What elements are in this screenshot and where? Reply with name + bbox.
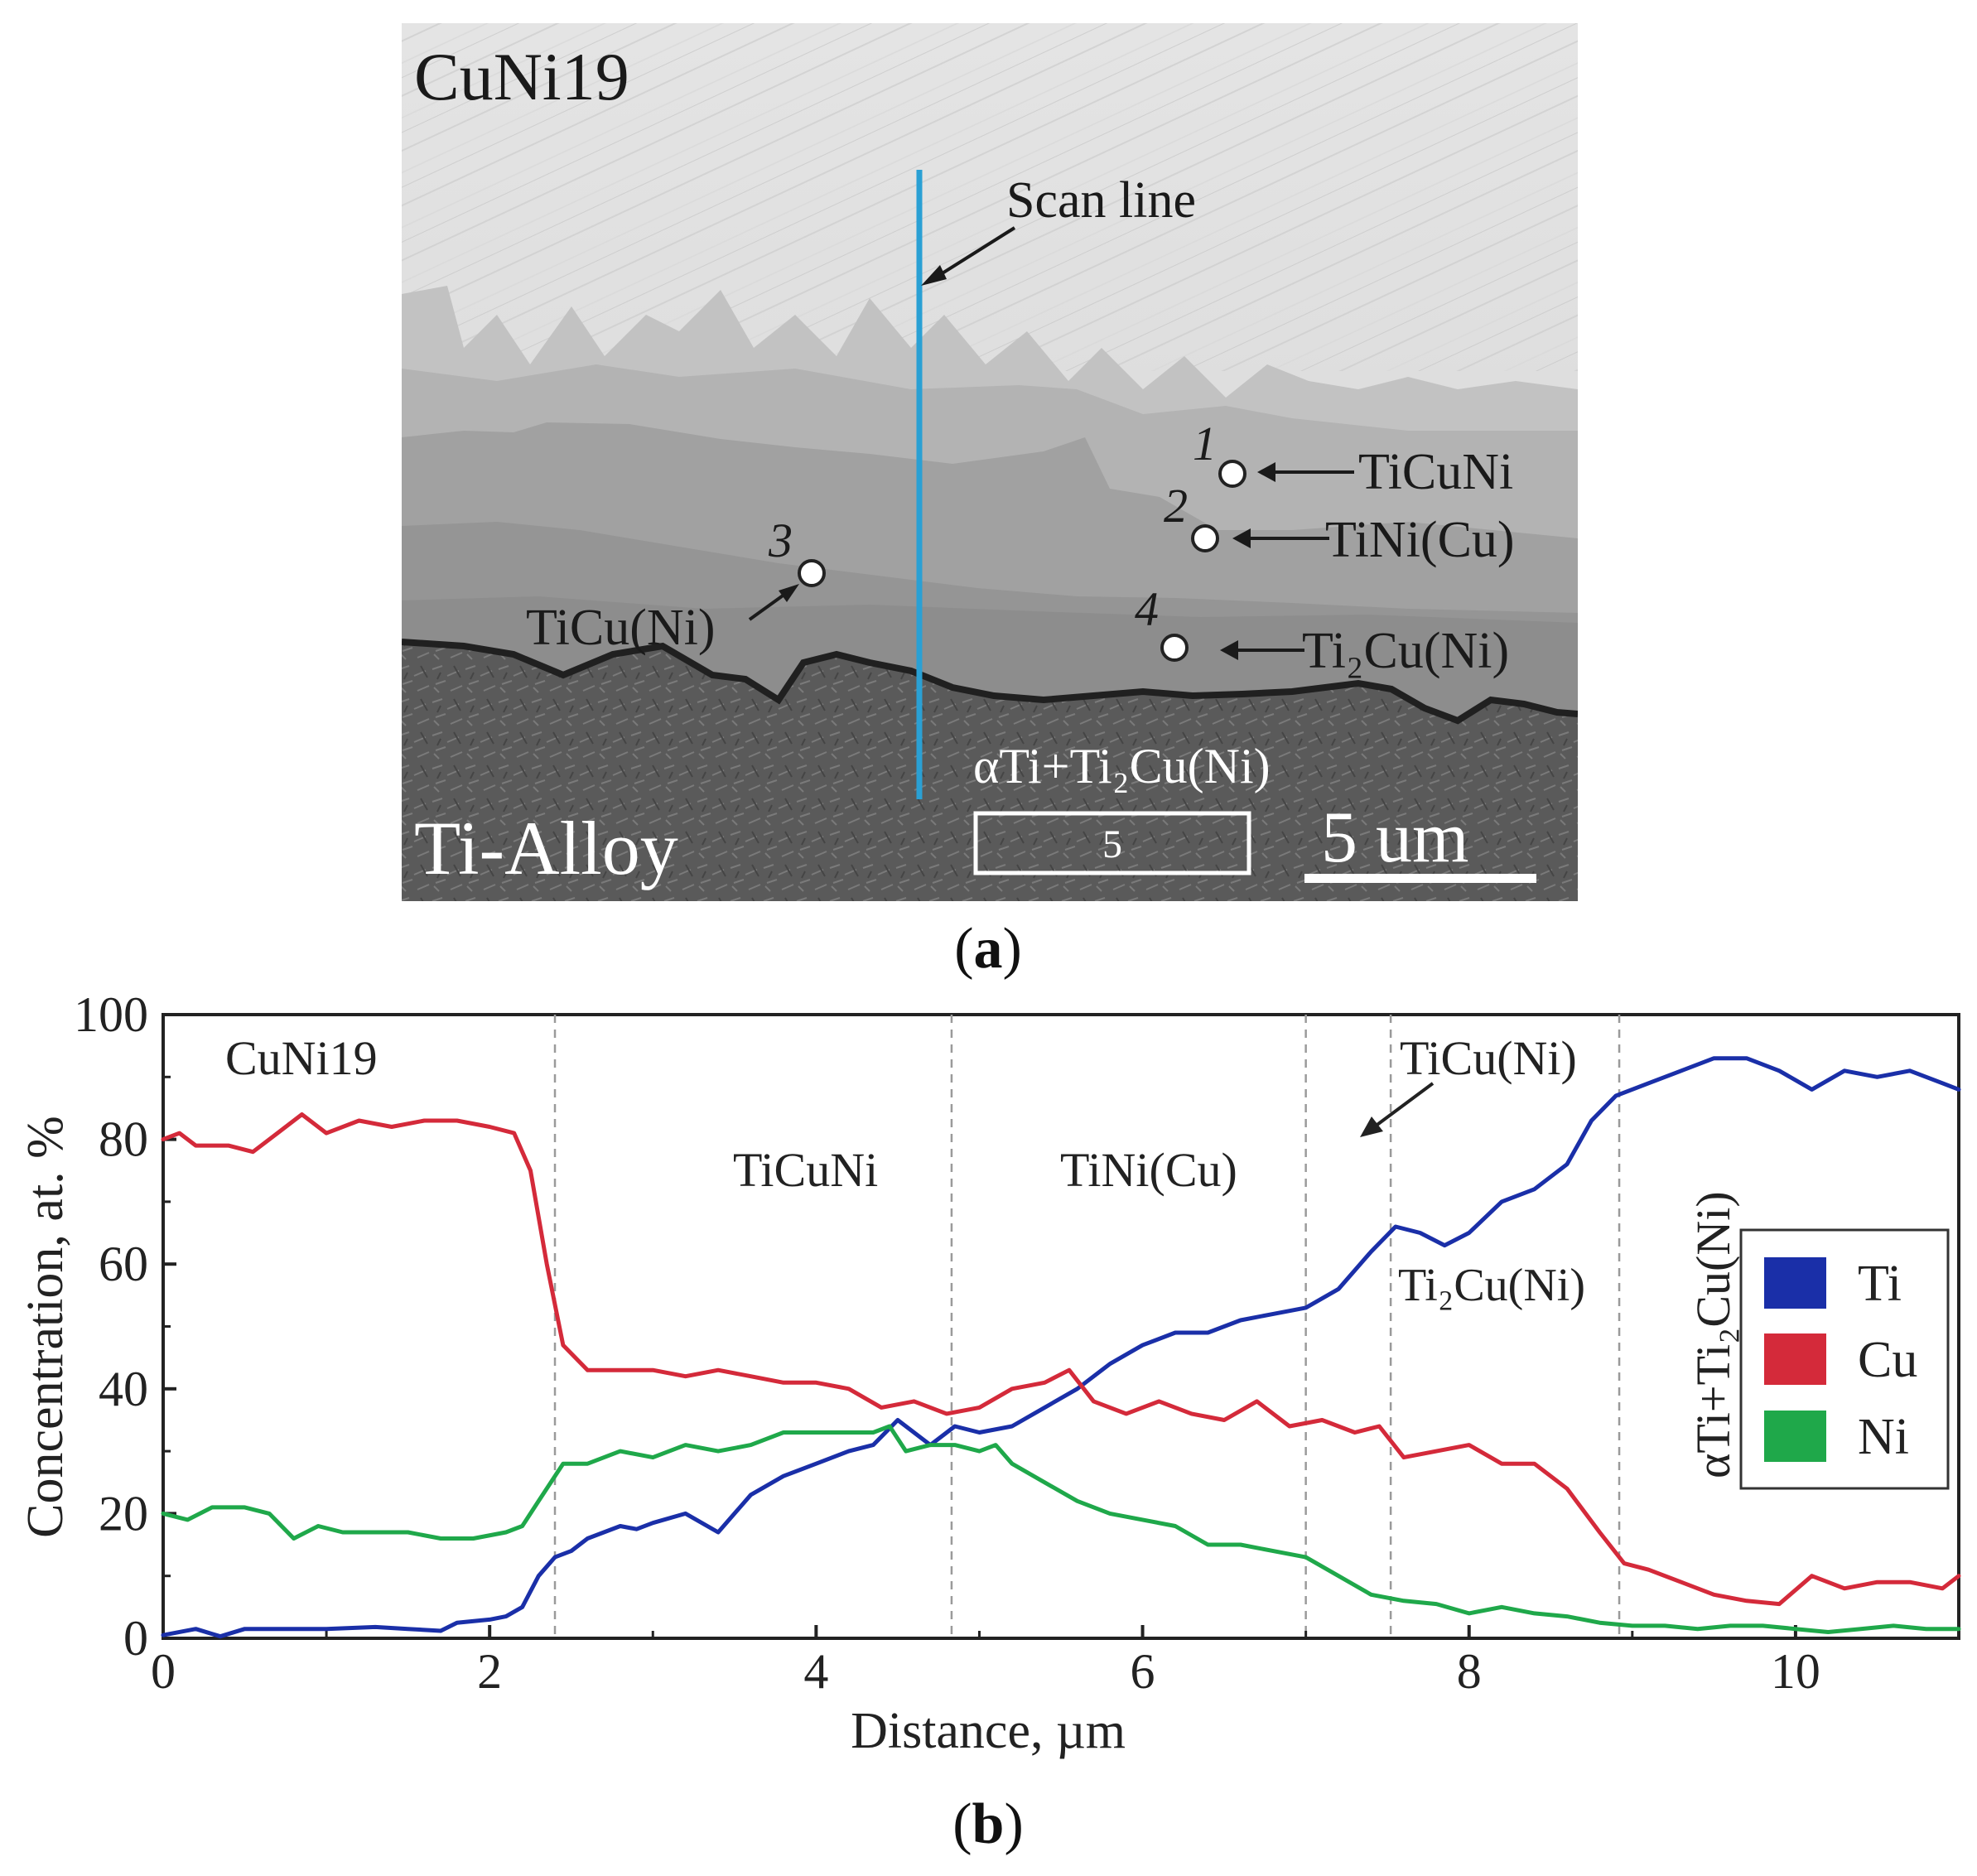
label-ti-alloy: Ti-Alloy: [414, 806, 678, 890]
point-2-phase: TiNi(Cu): [1325, 512, 1515, 568]
ti-alloy-region: [402, 642, 1578, 901]
ticu-ni-arrowhead: [1360, 1116, 1383, 1137]
zone-5-number: 5: [1102, 822, 1122, 866]
point-3-number: 3: [768, 514, 793, 567]
x-axis-label: Distance, µm: [851, 1703, 1126, 1759]
point-4-phase: Ti₂Cu(Ni): [1302, 623, 1509, 679]
y-tick-label-3: 60: [99, 1237, 148, 1291]
y-tick-label-5: 100: [74, 987, 148, 1042]
region-label-alpha-ti: αTi+Ti₂Cu(Ni): [1686, 1191, 1740, 1478]
point-3-marker: [798, 559, 826, 587]
label-cuni19-top: CuNi19: [414, 39, 629, 114]
legend: Ti Cu Ni: [1739, 1228, 1950, 1490]
ticu-ni-arrow: [1373, 1082, 1435, 1128]
point-4-number: 4: [1135, 582, 1159, 636]
x-tick-label-5: 10: [1771, 1644, 1820, 1699]
y-tick-label-4: 80: [99, 1112, 148, 1167]
caption-b: (b): [952, 1792, 1024, 1856]
y-tick-label-0: 0: [123, 1611, 148, 1666]
series-line-ti: [161, 1056, 1961, 1639]
scale-bar-label: 5 um: [1321, 798, 1468, 878]
series-lines: [161, 1056, 1961, 1639]
point-3-phase: TiCu(Ni): [526, 600, 716, 656]
y-tick-label-1: 20: [99, 1486, 148, 1541]
zone-5-phase: αTi+Ti₂Cu(Ni): [973, 739, 1271, 793]
sem-micrograph: [402, 23, 1578, 901]
x-tick-label-2: 4: [803, 1644, 828, 1699]
x-axis-ticks: 0 2 4 6 8 10: [151, 1625, 1820, 1699]
interface-edge: [402, 639, 1578, 725]
series-line-ni: [161, 1424, 1961, 1634]
zone-5-box: [973, 811, 1251, 875]
x-tick-label-1: 2: [477, 1644, 502, 1699]
legend-swatch-ti: [1764, 1257, 1826, 1309]
legend-label-ti: Ti: [1858, 1256, 1902, 1312]
sem-annotations: CuNi19 Ti-Alloy Scan line 1 TiCuNi 2 TiN…: [414, 39, 1536, 890]
legend-label-cu: Cu: [1858, 1332, 1917, 1388]
y-axis-label: Concentration, at. %: [17, 1116, 74, 1538]
x-tick-label-3: 6: [1131, 1644, 1155, 1699]
plot-frame: [162, 1013, 1960, 1640]
point-4-marker: [1160, 634, 1189, 662]
series-line-cu: [161, 1112, 1961, 1607]
x-tick-label-4: 8: [1457, 1644, 1482, 1699]
scale-bar: [1304, 874, 1536, 883]
scan-line-arrowhead: [921, 265, 947, 286]
point-1-number: 1: [1193, 417, 1217, 470]
region-label-ticu-ni: TiCu(Ni): [1400, 1031, 1577, 1085]
point-2-number: 2: [1164, 479, 1188, 533]
y-axis-ticks: 0 20 40 60 80 100: [74, 987, 176, 1666]
point-4-arrowhead: [1220, 640, 1238, 660]
point-3-arrowhead: [779, 584, 799, 602]
legend-swatch-cu: [1764, 1333, 1826, 1385]
y-tick-label-2: 40: [99, 1362, 148, 1416]
scan-line-label: Scan line: [1006, 172, 1196, 229]
x-tick-label-0: 0: [151, 1644, 176, 1699]
caption-a: (a): [954, 917, 1022, 981]
legend-label-ni: Ni: [1858, 1409, 1909, 1465]
point-1-arrowhead: [1257, 462, 1275, 482]
point-2-arrowhead: [1232, 528, 1251, 548]
point-1-phase: TiCuNi: [1358, 444, 1513, 500]
region-label-tini-cu: TiNi(Cu): [1060, 1143, 1237, 1197]
legend-swatch-ni: [1764, 1411, 1826, 1462]
region-label-ti2cu-ni: Ti₂Cu(Ni): [1398, 1260, 1585, 1311]
region-label-ticuni: TiCuNi: [733, 1143, 878, 1197]
cuni19-streaks: [402, 23, 1578, 371]
point-2-marker: [1191, 524, 1219, 552]
point-1-marker: [1218, 460, 1246, 488]
scan-line-arrow: [930, 226, 1016, 282]
region-label-cuni19: CuNi19: [225, 1031, 378, 1085]
